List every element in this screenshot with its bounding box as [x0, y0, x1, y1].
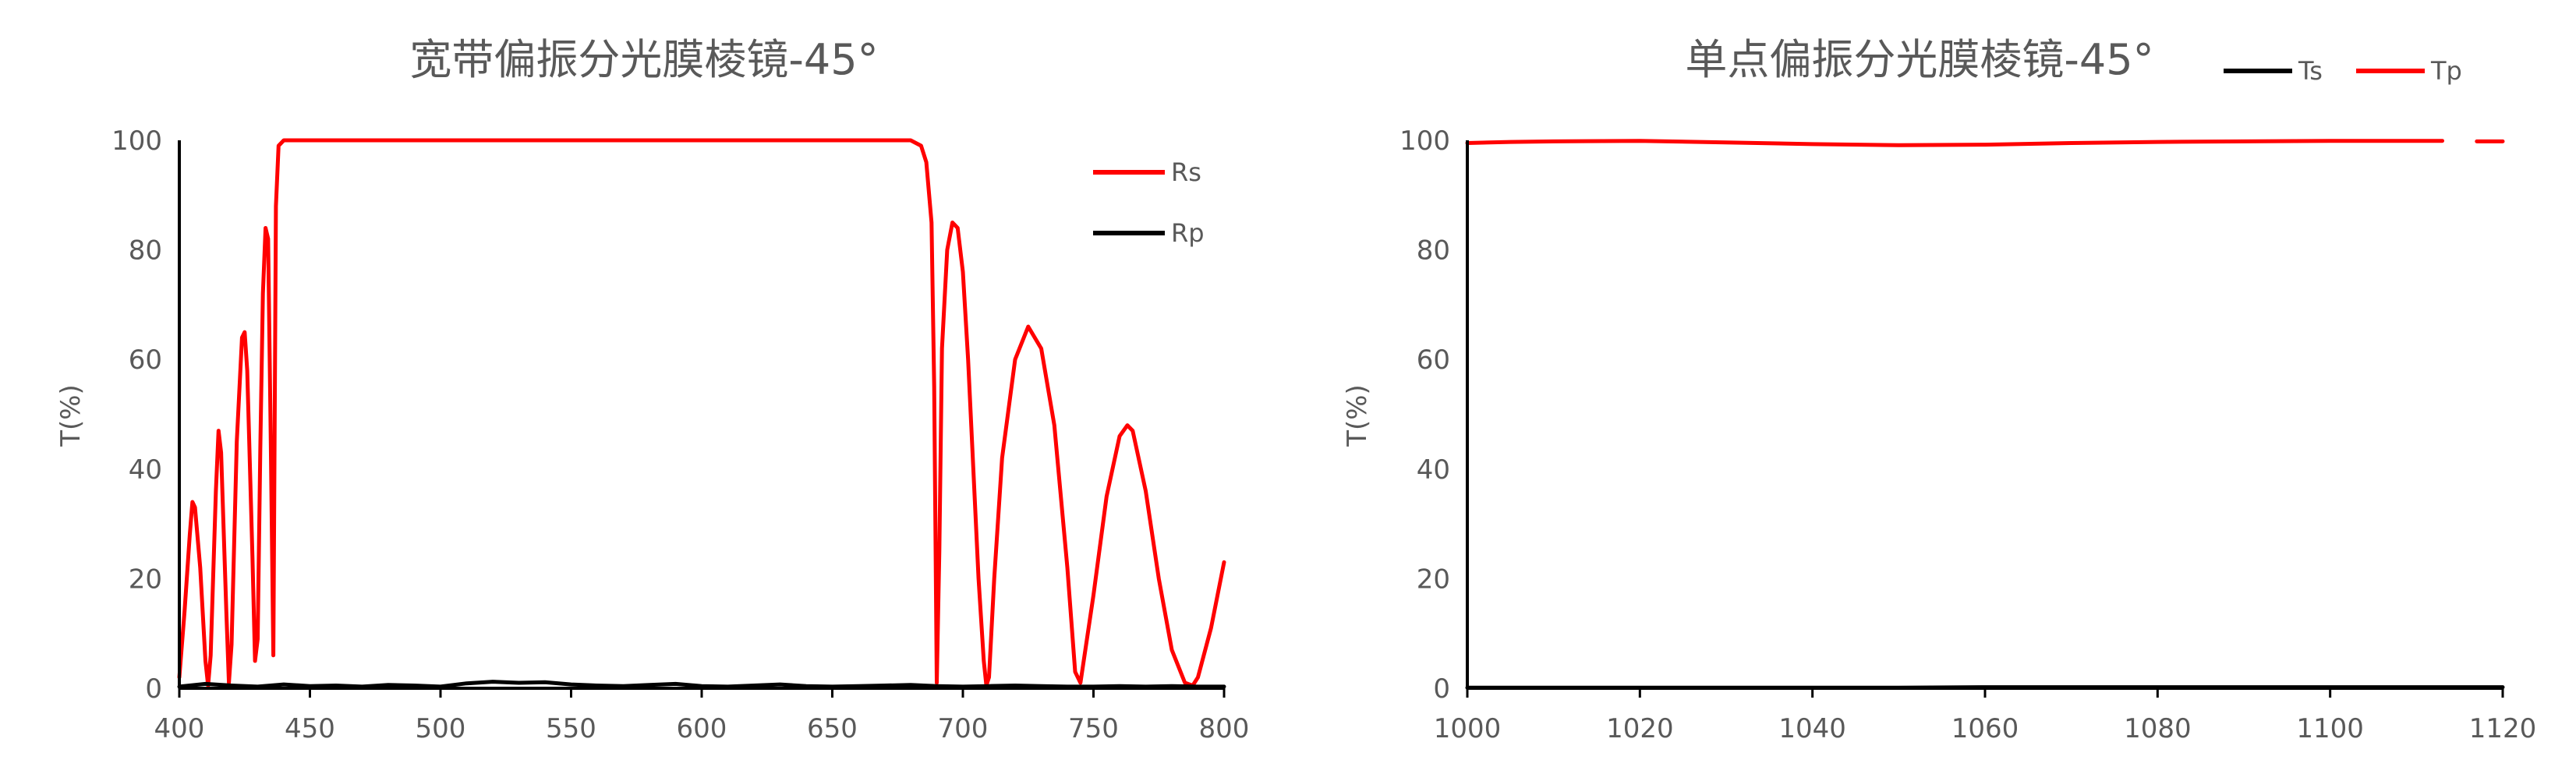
series-group [177, 138, 1226, 689]
x-tick-label: 450 [285, 713, 335, 744]
x-tick-label: 400 [154, 713, 205, 744]
y-tick-labels: 0 20 40 60 80 100 [111, 125, 162, 705]
y-tick-label: 60 [1417, 345, 1450, 376]
x-tick-label: 1020 [1606, 713, 1674, 744]
chart-title: 宽带偏振分光膜棱镜-45° [409, 35, 878, 84]
legend-label-rs: Rs [1171, 157, 1201, 187]
y-axis-label: T(%) [55, 384, 87, 447]
x-tick-label: 1060 [1951, 713, 2019, 744]
y-tick-label: 40 [129, 454, 162, 486]
y-tick-label: 20 [1417, 564, 1450, 595]
chart-broadband-pbs: 宽带偏振分光膜棱镜-45° T(%) 0 20 40 60 80 100 400 450 50… [55, 35, 1249, 744]
legend: Rs Rp [1093, 157, 1205, 248]
x-tick-label: 1000 [1434, 713, 1502, 744]
y-tick-label: 40 [1417, 454, 1450, 486]
y-tick-labels: 0 20 40 60 80 100 [1399, 125, 1450, 705]
x-tick-label: 600 [677, 713, 727, 744]
y-axis-label: T(%) [1342, 384, 1373, 447]
series-line-rp [177, 680, 1226, 689]
x-tick-label: 500 [416, 713, 466, 744]
y-tick-label: 80 [1417, 235, 1450, 267]
x-tick-label: 800 [1199, 713, 1250, 744]
legend-label-tp: Tp [2430, 56, 2462, 86]
series-line-rs [177, 138, 1226, 687]
y-tick-label: 100 [1399, 125, 1450, 157]
x-tick-labels: 1000 1020 1040 1060 1080 1100 1120 [1434, 713, 2537, 744]
y-tick-label: 0 [1433, 673, 1450, 705]
y-tick-label: 20 [129, 564, 162, 595]
y-tick-label: 60 [129, 345, 162, 376]
series-line-tp [1465, 139, 2505, 147]
x-tick-label: 750 [1068, 713, 1119, 744]
series-group [1465, 139, 2505, 690]
x-tick-label: 550 [546, 713, 596, 744]
chart-title: 单点偏振分光膜棱镜-45° [1685, 35, 2153, 84]
y-tick-label: 80 [129, 235, 162, 267]
legend: Ts Tp [2224, 56, 2462, 86]
x-tick-label: 700 [938, 713, 989, 744]
legend-label-rp: Rp [1171, 218, 1205, 248]
y-tick-label: 0 [145, 673, 162, 705]
x-tick-label: 1040 [1778, 713, 1846, 744]
x-tick-label: 1100 [2296, 713, 2364, 744]
x-tick-label: 1120 [2469, 713, 2537, 744]
x-tick-label: 1080 [2124, 713, 2192, 744]
y-tick-label: 100 [111, 125, 162, 157]
x-tick-label: 650 [807, 713, 858, 744]
x-tick-labels: 400 450 500 550 600 650 700 750 800 [154, 713, 1250, 744]
legend-label-ts: Ts [2298, 56, 2323, 86]
chart-single-point-pbs: 单点偏振分光膜棱镜-45° T(%) 0 20 40 60 80 100 1000 1020… [1342, 35, 2536, 744]
axes [178, 140, 1226, 698]
axes [1466, 140, 2504, 698]
